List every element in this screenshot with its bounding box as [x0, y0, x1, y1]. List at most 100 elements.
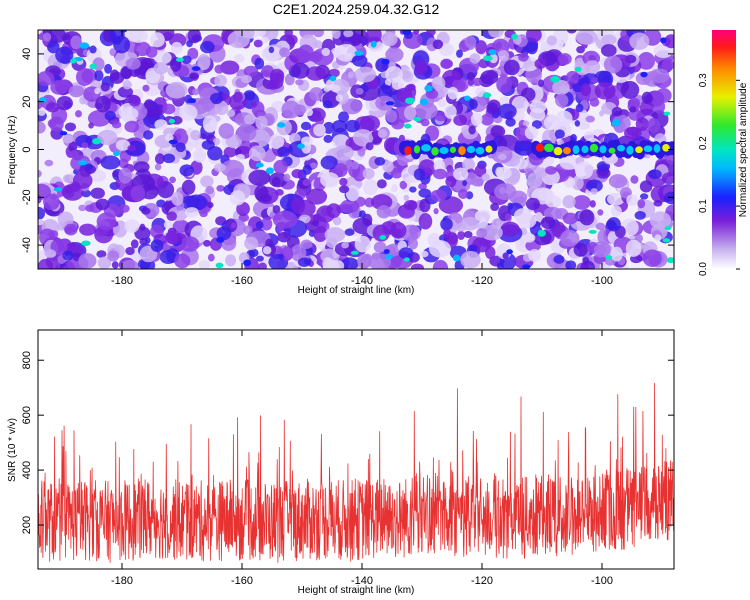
heatmap-cell: [537, 79, 545, 87]
heatmap-cell: [610, 246, 623, 262]
heatmap-cell: [637, 51, 655, 70]
heatmap-cell: [43, 193, 60, 211]
heatmap-cell: [428, 240, 451, 258]
heatmap-cell: [522, 120, 530, 127]
heatmap-cell: [118, 204, 130, 213]
heatmap-cell: [662, 143, 670, 152]
heatmap-cell: [505, 117, 516, 127]
heatmap-cell: [440, 217, 453, 231]
heatmap-cell: [431, 76, 446, 91]
heatmap-cell: [654, 234, 662, 242]
heatmap-cell: [461, 216, 479, 231]
heatmap-cell: [166, 211, 177, 221]
heatmap-cell: [191, 66, 201, 71]
heatmap-cell: [331, 30, 341, 39]
heatmap-cell: [419, 250, 429, 258]
heatmap-cell: [277, 146, 291, 157]
heatmap-cell: [643, 145, 653, 153]
heatmap-cell: [141, 207, 151, 215]
heatmap-cell: [572, 145, 580, 155]
heatmap-cell: [277, 122, 286, 128]
snr-y-ticks: 200 400 600 800: [21, 351, 674, 534]
heatmap-cell: [81, 240, 91, 247]
heatmap-cell: [258, 262, 267, 269]
heatmap-cell: [453, 114, 468, 126]
heatmap-cell: [181, 55, 192, 64]
heatmap-cell: [255, 115, 268, 130]
heatmap-cell: [433, 168, 448, 180]
heatmap-cell: [223, 146, 237, 158]
heatmap-cell: [50, 80, 69, 95]
heatmap-cell: [526, 30, 542, 43]
heatmap-cell: [430, 189, 448, 202]
heatmap-cell: [534, 212, 544, 223]
heatmap-cell: [642, 249, 662, 267]
heatmap-cell: [68, 141, 78, 153]
heatmap-cell: [566, 30, 577, 34]
heatmap-y-axis-label: Frequency (Hz): [7, 116, 18, 185]
heatmap-cell: [165, 230, 182, 245]
heatmap-cell: [38, 121, 46, 134]
heatmap-cell: [534, 58, 547, 69]
heatmap-cell: [599, 110, 605, 117]
heatmap-cell: [500, 221, 520, 237]
heatmap-cell: [321, 47, 331, 57]
heatmap-cell: [374, 156, 386, 166]
heatmap-cell: [555, 110, 573, 126]
heatmap-cell: [214, 163, 226, 173]
heatmap-cell: [153, 62, 169, 75]
heatmap-cell: [44, 159, 54, 167]
heatmap-cell: [260, 217, 273, 231]
heatmap-cell: [88, 122, 94, 129]
heatmap-cell: [481, 173, 490, 182]
heatmap-cell: [240, 74, 252, 84]
heatmap-marks: [38, 30, 674, 269]
heatmap-cell: [362, 168, 375, 180]
heatmap-cell: [466, 72, 476, 81]
heatmap-y-ticks: -40 -20 0 20 40: [21, 48, 674, 253]
heatmap-cell: [214, 64, 225, 74]
heatmap-cell: [413, 145, 421, 154]
heatmap-cell: [179, 236, 200, 252]
heatmap-cell: [468, 99, 478, 110]
heatmap-cell: [70, 58, 77, 64]
snr-x-axis-label: Height of straight line (km): [298, 585, 415, 596]
heatmap-cell: [139, 223, 146, 231]
heatmap-cell: [130, 239, 139, 249]
heatmap-cell: [574, 66, 582, 72]
heatmap-cell: [473, 77, 482, 87]
heatmap-cell: [104, 63, 113, 74]
heatmap-cell: [236, 201, 250, 216]
heatmap-cell: [653, 99, 666, 114]
heatmap-cell: [562, 195, 576, 209]
heatmap-cell: [129, 30, 143, 41]
heatmap-cell: [629, 106, 637, 113]
heatmap-cell: [219, 60, 240, 75]
heatmap-cell: [617, 144, 625, 152]
colorbar-gradient: [712, 30, 736, 269]
heatmap-cell: [226, 109, 236, 118]
heatmap-cell: [312, 220, 320, 227]
heatmap-cell: [175, 142, 186, 153]
heatmap-cell: [265, 238, 274, 249]
heatmap-cell: [162, 103, 176, 115]
y-tick-label: 0: [21, 146, 33, 152]
heatmap-cell: [366, 30, 382, 44]
heatmap-cell: [320, 155, 338, 170]
heatmap-cell: [38, 258, 54, 269]
heatmap-cell: [334, 241, 355, 257]
heatmap-cell: [504, 213, 512, 221]
heatmap-cell: [565, 260, 577, 269]
heatmap-cell: [537, 229, 546, 237]
heatmap-cell: [96, 250, 107, 258]
heatmap-cell: [201, 140, 215, 151]
x-tick-label: -120: [471, 575, 493, 587]
heatmap-cell: [639, 180, 653, 193]
x-tick-label: -160: [231, 275, 253, 287]
heatmap-cell: [426, 30, 436, 37]
heatmap-cell: [44, 249, 57, 258]
heatmap-cell: [268, 46, 275, 54]
heatmap-cell: [62, 250, 74, 261]
heatmap-cell: [207, 253, 215, 262]
colorbar-label: Normalized spectral amplitude: [738, 82, 749, 217]
